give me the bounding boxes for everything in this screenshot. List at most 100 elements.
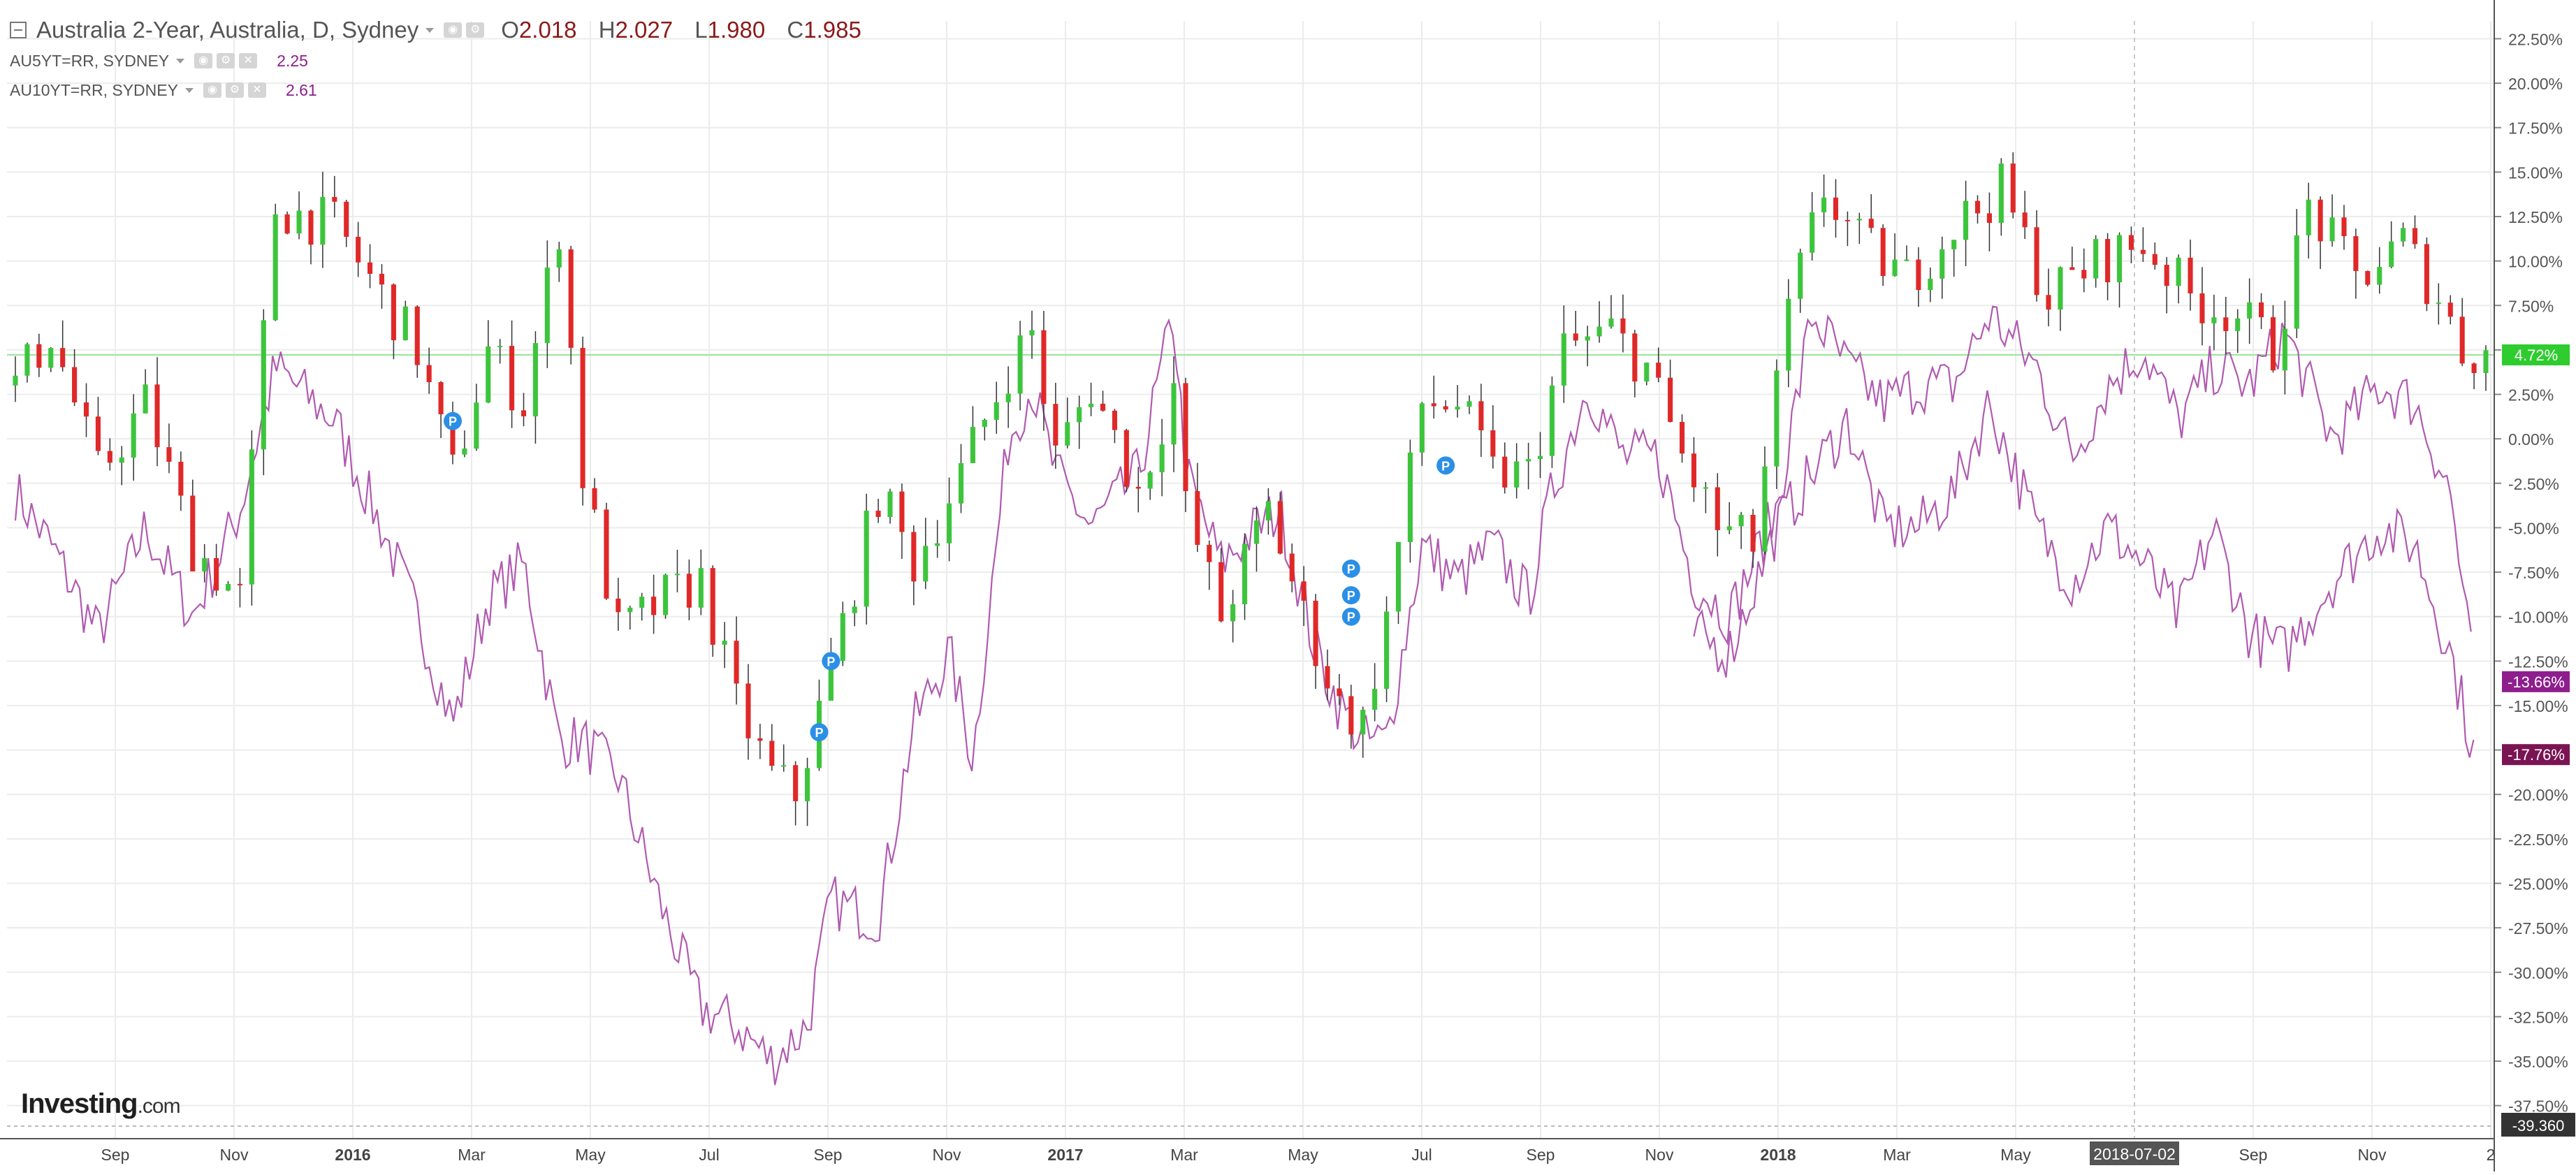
candle-body [2247,302,2253,319]
x-tick-label: May [1288,1146,1318,1164]
close-value: 1.985 [803,17,861,43]
candle-body [296,210,302,234]
candles [13,152,2489,826]
visibility-icon[interactable]: ◉ [444,22,463,38]
y-tick-label: -15.00% [2508,697,2568,715]
chevron-down-icon[interactable] [425,27,435,33]
open-label: O [501,17,519,43]
y-tick-label: 7.50% [2508,297,2554,315]
close-icon[interactable]: ✕ [247,82,266,98]
candle-body [651,597,657,615]
candle-body [2223,317,2229,331]
candle-body [1218,562,1224,622]
candle-body [1798,252,1803,299]
candle-body [1998,163,2004,224]
candle-body [2270,317,2276,371]
y-tick-label: -10.00% [2508,608,2568,627]
candle-body [804,768,810,801]
collapse-legend-icon[interactable] [10,22,27,38]
chevron-down-icon[interactable] [184,87,194,93]
candle-body [2058,267,2063,310]
close-icon[interactable]: ✕ [239,53,258,68]
candle-body [13,375,18,386]
candle-body [781,765,787,767]
chevron-down-icon[interactable] [176,58,185,64]
x-tick-label: May [2000,1146,2031,1164]
candle-body [1135,486,1141,489]
candle-body [24,344,30,376]
candle-body [2128,235,2134,250]
candle-body [1123,430,1129,487]
candle-body [2329,217,2335,242]
candle-body [2010,163,2016,213]
main-series-legend: Australia 2-Year, Australia, D, Sydney ◉… [10,14,877,46]
candle-body [604,509,609,599]
candle-body [1089,403,1094,407]
candle-body [2069,267,2075,270]
candle-body [1431,403,1436,407]
candle-body [2176,257,2181,286]
price-badge-label: 4.72% [2515,346,2558,364]
candle-body [1632,333,1638,382]
price-badge-label: -17.76% [2508,746,2565,764]
gear-icon[interactable]: ⚙ [466,22,485,38]
visibility-icon[interactable]: ◉ [203,82,221,98]
candle-body [852,606,857,613]
candle-body [60,348,66,367]
gear-icon[interactable]: ⚙ [217,53,235,68]
y-tick-label: -30.00% [2508,964,2568,982]
compare-name-5y[interactable]: AU5YT=RR, SYDNEY [10,51,170,70]
candle-body [1041,330,1047,404]
event-marker-label: P [1347,589,1355,603]
candle-body [214,557,219,591]
y-tick-label: -27.50% [2508,919,2568,937]
symbol-title[interactable]: Australia 2-Year, Australia, D, Sydney [36,17,419,43]
candle-body [1974,200,1981,214]
candle-body [178,461,184,496]
price-badges: 4.72% -13.66% -17.76% [2502,344,2570,766]
candle-body [2235,318,2241,331]
candle-body [131,413,136,458]
y-axis: 22.50% 20.00% 17.50% 15.00% 12.50% 10.00% 7.50… [2494,0,2575,1172]
visibility-icon[interactable]: ◉ [194,53,213,68]
event-marker-label: P [1347,611,1355,625]
candle-body [1573,333,1578,341]
candle-body [344,201,349,238]
candle-body [1017,335,1023,394]
candle-body [237,583,243,585]
candle-body [2140,249,2146,254]
candle-body [532,343,538,416]
candle-body [994,402,999,421]
y-tick-label: 15.00% [2508,163,2563,182]
candle-body [261,320,266,450]
x-tick-label: May [575,1146,606,1164]
x-tick-label: Mar [458,1146,486,1164]
candle-body [1514,461,1520,488]
gear-icon[interactable]: ⚙ [225,82,244,98]
candle-body [2353,236,2359,271]
candle-body [1147,472,1153,489]
candle-body [1668,377,1673,422]
event-marker-label: P [827,655,835,669]
candle-body [83,402,89,417]
x-axis: Sep Nov 2016 Mar May Jul Sep Nov 2017 Mar May Jul Se… [0,1138,2495,1165]
candle-body [72,367,78,403]
y-tick-label: -12.50% [2508,652,2568,671]
candle-body [284,214,290,234]
price-badge [2502,344,2570,366]
compare-name-10y[interactable]: AU10YT=RR, SYDNEY [10,80,178,99]
candle-body [1986,213,1992,224]
price-badge [2502,744,2570,766]
candle-body [1821,197,1827,212]
candle-body [368,262,373,274]
candle-body [1774,370,1780,467]
candle-body [2389,241,2394,267]
candle-body [1880,228,1886,277]
candle-body [1230,604,1236,622]
candle-body [710,568,715,645]
candle-body [734,641,739,684]
candle-body [982,420,987,428]
